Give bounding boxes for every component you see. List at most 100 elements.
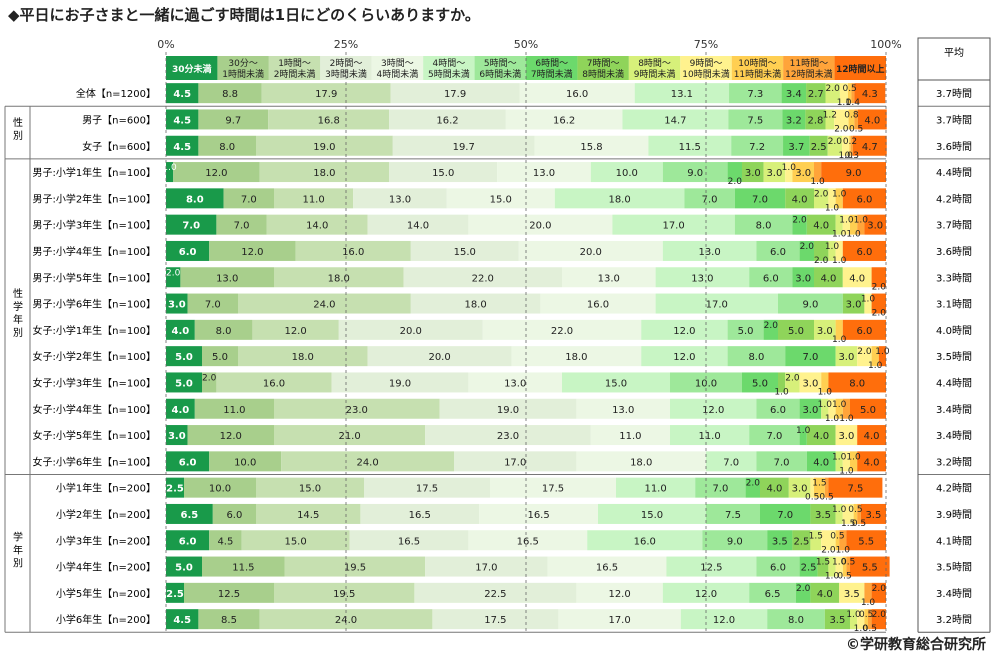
data-label: 15.0	[641, 510, 663, 521]
data-label: 4.0	[864, 431, 880, 442]
legend-label: 3時間未満	[325, 68, 367, 80]
legend-swatch	[731, 56, 784, 80]
bar-segment	[403, 267, 562, 288]
bar-segment	[166, 267, 181, 288]
data-label: 18.0	[608, 194, 630, 205]
data-label: 10.0	[234, 457, 256, 468]
data-label: 4.5	[173, 615, 191, 626]
data-label: 13.0	[389, 194, 411, 205]
bar-segment	[295, 240, 411, 261]
data-label: 3.0	[795, 273, 811, 284]
data-label: 12.0	[241, 247, 263, 258]
data-label: 3.0	[168, 431, 186, 442]
data-label: 17.0	[706, 300, 728, 311]
bar-segment	[166, 109, 199, 130]
legend-label: 9時間～	[690, 58, 723, 69]
bar-segment	[198, 135, 256, 156]
bar-segment	[576, 451, 706, 472]
data-label: 3.0	[802, 405, 818, 416]
data-label: 2.5	[166, 484, 184, 495]
bar-segment	[166, 83, 199, 104]
axis-tick-label: 0%	[157, 38, 174, 51]
data-label: 3.0	[766, 168, 782, 179]
data-label: 0.5	[863, 624, 877, 634]
data-label: 19.7	[453, 142, 475, 153]
bar-segment	[212, 503, 256, 524]
data-label: 2.0	[828, 137, 843, 147]
row-average: 3.2時間	[936, 614, 972, 626]
bar-segment	[727, 319, 764, 340]
data-label: 4.0	[864, 457, 880, 468]
axis-tick-label: 100%	[870, 38, 901, 51]
data-label: 1.0	[832, 558, 847, 568]
data-label: 0.4	[846, 98, 861, 108]
data-label: 14.0	[407, 221, 429, 232]
data-label: 5.5	[858, 536, 874, 547]
bar-segment	[662, 240, 757, 261]
bar-segment	[842, 135, 850, 156]
bar-segment	[259, 609, 433, 630]
data-label: 3.0	[817, 326, 833, 337]
data-label: 19.0	[497, 405, 519, 416]
legend-label: 7時間未満	[531, 68, 573, 80]
data-label: 9.0	[727, 536, 743, 547]
bar-segment	[749, 425, 800, 446]
row-average: 3.1時間	[936, 299, 972, 311]
bar-segment	[648, 135, 732, 156]
bar-segment	[864, 609, 868, 630]
bar-segment	[166, 135, 199, 156]
data-label: 19.5	[333, 589, 355, 600]
bar-segment	[835, 398, 843, 419]
legend-label: 11時間未満	[734, 68, 781, 80]
bar-segment	[367, 346, 512, 367]
bar-segment	[166, 240, 210, 261]
data-label: 18.0	[464, 300, 486, 311]
bar-segment	[871, 267, 886, 288]
data-label: 0.5	[842, 84, 856, 94]
bar-segment	[839, 530, 847, 551]
legend-label: 7時間～	[587, 58, 620, 69]
row-average: 3.6時間	[936, 246, 972, 258]
bar-segment	[259, 162, 390, 183]
bar-segment	[194, 319, 253, 340]
data-label: 16.5	[398, 536, 420, 547]
data-label: 8.0	[216, 326, 232, 337]
data-label: 2.0	[872, 309, 887, 319]
data-label: 16.5	[527, 510, 549, 521]
data-label: 15.0	[490, 194, 512, 205]
bar-segment	[827, 135, 843, 156]
data-label: 3.5	[844, 589, 860, 600]
bar-segment	[814, 188, 829, 209]
bar-segment	[821, 162, 886, 183]
bar-segment	[576, 398, 670, 419]
bar-segment	[842, 240, 886, 261]
bar-segment	[842, 451, 850, 472]
bar-segment	[194, 398, 274, 419]
data-label: 1.5	[841, 519, 855, 529]
legend-swatch	[834, 56, 886, 80]
data-label: 2.0	[826, 84, 841, 94]
data-label: 6.0	[770, 405, 786, 416]
row-average: 3.5時間	[936, 351, 972, 363]
bar-segment	[763, 319, 778, 340]
bar-segment	[824, 609, 850, 630]
data-label: 6.5	[765, 589, 781, 600]
bar-segment	[468, 530, 588, 551]
bar-segment	[850, 214, 858, 235]
data-label: 1.0	[839, 466, 854, 476]
data-label: 12.0	[220, 431, 242, 442]
bar-segment	[814, 162, 822, 183]
bar-segment	[241, 530, 350, 551]
bar-segment	[731, 135, 784, 156]
data-label: 23.0	[497, 431, 519, 442]
data-label: 15.0	[454, 247, 476, 258]
bar-segment	[274, 582, 415, 603]
data-label: 11.0	[619, 431, 641, 442]
data-label: 11.0	[644, 484, 666, 495]
bar-segment	[166, 372, 202, 393]
data-label: 3.0	[802, 378, 818, 389]
data-label: 16.0	[634, 536, 656, 547]
bar-segment	[785, 188, 814, 209]
data-label: 24.0	[335, 615, 357, 626]
data-label: 7.0	[702, 194, 718, 205]
